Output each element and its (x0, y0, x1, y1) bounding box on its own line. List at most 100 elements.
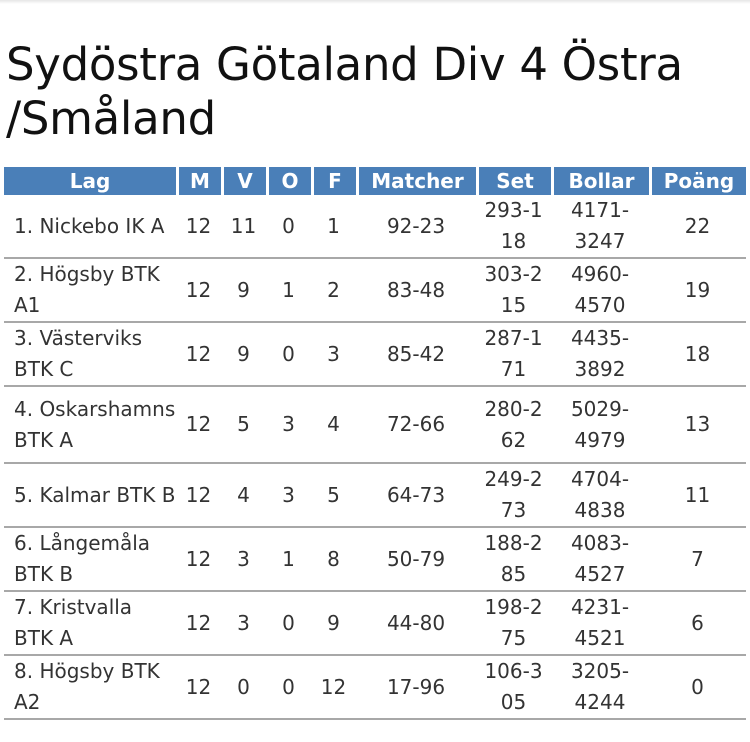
team-name[interactable]: 8. Högsby BTK A2 (4, 656, 176, 720)
draws-cell: 0 (266, 195, 311, 259)
sets-value: 188-285 (484, 531, 543, 586)
table-body: 1. Nickebo IK A 12 11 0 1 92-23 293-118 … (4, 195, 746, 720)
draws-cell: 0 (266, 323, 311, 387)
sets-value: 106-305 (484, 659, 543, 714)
wins-cell: 3 (221, 528, 266, 592)
sets-value: 287-171 (484, 326, 543, 381)
losses-cell: 1 (311, 195, 356, 259)
header-set[interactable]: Set (476, 167, 551, 195)
points-cell: 18 (649, 323, 746, 387)
table-row: 3. Västerviks BTK C 12 9 0 3 85-42 287-1… (4, 323, 746, 387)
sets-value: 280-262 (484, 396, 543, 452)
balls-value: 3205-4244 (570, 659, 630, 714)
played-cell: 12 (176, 656, 221, 720)
points-cell: 7 (649, 528, 746, 592)
header-m[interactable]: M (176, 167, 221, 195)
balls-cell: 4435-3892 (551, 323, 649, 387)
sets-cell: 198-275 (476, 592, 551, 656)
wins-cell: 4 (221, 464, 266, 528)
team-name[interactable]: 6. Långemåla BTK B (4, 528, 176, 592)
played-cell: 12 (176, 259, 221, 323)
matches-cell: 50-79 (356, 528, 476, 592)
losses-cell: 9 (311, 592, 356, 656)
table-row: 4. Oskarshamns BTK A 12 5 3 4 72-66 280-… (4, 387, 746, 464)
sets-value: 303-215 (484, 262, 543, 317)
points-cell: 11 (649, 464, 746, 528)
team-name[interactable]: 3. Västerviks BTK C (4, 323, 176, 387)
draws-cell: 0 (266, 656, 311, 720)
balls-cell: 4704-4838 (551, 464, 649, 528)
sets-value: 198-275 (484, 595, 543, 650)
draws-cell: 3 (266, 387, 311, 464)
matches-cell: 64-73 (356, 464, 476, 528)
matches-cell: 92-23 (356, 195, 476, 259)
top-shadow (0, 0, 750, 4)
wins-cell: 5 (221, 387, 266, 464)
header-bollar[interactable]: Bollar (551, 167, 649, 195)
standings-table: Lag M V O F Matcher Set Bollar Poäng 1. … (4, 167, 746, 720)
balls-cell: 3205-4244 (551, 656, 649, 720)
points-cell: 0 (649, 656, 746, 720)
balls-cell: 5029-4979 (551, 387, 649, 464)
balls-value: 4231-4521 (570, 595, 630, 650)
balls-cell: 4231-4521 (551, 592, 649, 656)
wins-cell: 0 (221, 656, 266, 720)
draws-cell: 3 (266, 464, 311, 528)
sets-cell: 293-118 (476, 195, 551, 259)
balls-value: 4704-4838 (570, 467, 630, 522)
losses-cell: 3 (311, 323, 356, 387)
losses-cell: 8 (311, 528, 356, 592)
table-row: 7. Kristvalla BTK A 12 3 0 9 44-80 198-2… (4, 592, 746, 656)
sets-cell: 106-305 (476, 656, 551, 720)
points-cell: 6 (649, 592, 746, 656)
table-row: 5. Kalmar BTK B 12 4 3 5 64-73 249-273 4… (4, 464, 746, 528)
matches-cell: 17-96 (356, 656, 476, 720)
header-f[interactable]: F (311, 167, 356, 195)
points-cell: 22 (649, 195, 746, 259)
table-row: 2. Högsby BTK A1 12 9 1 2 83-48 303-215 … (4, 259, 746, 323)
losses-cell: 2 (311, 259, 356, 323)
team-name[interactable]: 2. Högsby BTK A1 (4, 259, 176, 323)
sets-cell: 188-285 (476, 528, 551, 592)
matches-cell: 44-80 (356, 592, 476, 656)
draws-cell: 1 (266, 259, 311, 323)
header-matcher[interactable]: Matcher (356, 167, 476, 195)
table-row: 8. Högsby BTK A2 12 0 0 12 17-96 106-305… (4, 656, 746, 720)
header-poang[interactable]: Poäng (649, 167, 746, 195)
sets-value: 293-118 (484, 198, 543, 253)
sets-value: 249-273 (484, 467, 543, 522)
balls-value: 4171-3247 (570, 198, 630, 253)
header-lag[interactable]: Lag (4, 167, 176, 195)
header-v[interactable]: V (221, 167, 266, 195)
wins-cell: 9 (221, 259, 266, 323)
played-cell: 12 (176, 323, 221, 387)
played-cell: 12 (176, 387, 221, 464)
played-cell: 12 (176, 195, 221, 259)
sets-cell: 303-215 (476, 259, 551, 323)
losses-cell: 5 (311, 464, 356, 528)
played-cell: 12 (176, 592, 221, 656)
draws-cell: 0 (266, 592, 311, 656)
matches-cell: 83-48 (356, 259, 476, 323)
wins-cell: 11 (221, 195, 266, 259)
table-row: 1. Nickebo IK A 12 11 0 1 92-23 293-118 … (4, 195, 746, 259)
balls-cell: 4960-4570 (551, 259, 649, 323)
team-name[interactable]: 1. Nickebo IK A (4, 195, 176, 259)
team-name[interactable]: 4. Oskarshamns BTK A (4, 387, 176, 464)
draws-cell: 1 (266, 528, 311, 592)
team-name[interactable]: 5. Kalmar BTK B (4, 464, 176, 528)
losses-cell: 4 (311, 387, 356, 464)
balls-value: 4960-4570 (570, 262, 630, 317)
matches-cell: 72-66 (356, 387, 476, 464)
team-name[interactable]: 7. Kristvalla BTK A (4, 592, 176, 656)
balls-value: 5029-4979 (570, 396, 630, 452)
page-title: Sydöstra Götaland Div 4 Östra /Småland (6, 38, 683, 145)
points-cell: 13 (649, 387, 746, 464)
played-cell: 12 (176, 528, 221, 592)
table-row: 6. Långemåla BTK B 12 3 1 8 50-79 188-28… (4, 528, 746, 592)
sets-cell: 287-171 (476, 323, 551, 387)
balls-value: 4435-3892 (570, 326, 630, 381)
header-o[interactable]: O (266, 167, 311, 195)
points-cell: 19 (649, 259, 746, 323)
balls-cell: 4171-3247 (551, 195, 649, 259)
